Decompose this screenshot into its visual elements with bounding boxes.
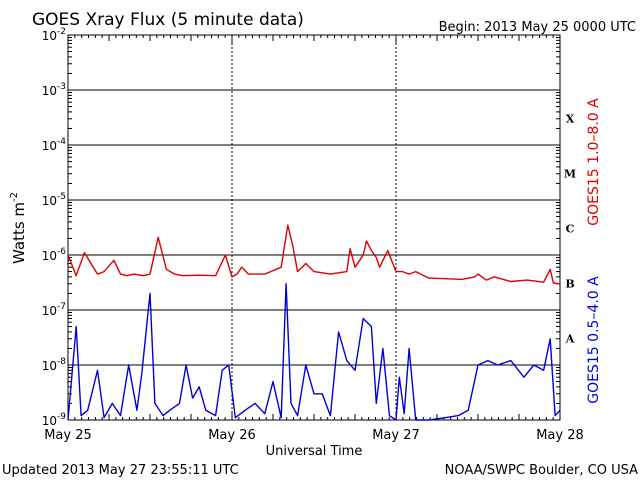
legend-series-blue: GOES15 0.5–4.0 A	[586, 276, 602, 404]
y-tick-label: 10-2	[42, 27, 66, 43]
y-tick-label: 10-9	[42, 412, 67, 428]
x-tick-label: May 25	[44, 428, 92, 443]
y-axis-label: Watts m-2	[9, 192, 28, 264]
x-tick-label: May 26	[208, 428, 256, 443]
y-tick-label: 10-5	[42, 192, 66, 208]
x-axis-label: Universal Time	[266, 444, 363, 459]
y-tick-labels: 10-2 10-3 10-4 10-5 10-6 10-7 10-8 10-9	[42, 27, 67, 428]
series-line-blue	[67, 283, 561, 421]
series-line-red	[67, 224, 561, 285]
y-tick-label: 10-3	[42, 82, 66, 98]
grid-lines	[68, 35, 560, 420]
flare-class-label: C	[566, 223, 575, 236]
chart-title: GOES Xray Flux (5 minute data)	[32, 10, 304, 30]
flare-class-label: M	[564, 168, 576, 181]
y-tick-label: 10-4	[42, 137, 67, 153]
flare-class-label: A	[565, 333, 575, 346]
credit-text: NOAA/SWPC Boulder, CO USA	[445, 463, 638, 478]
y-tick-label: 10-6	[42, 247, 67, 263]
flare-class-label: X	[566, 113, 575, 126]
y-tick-label: 10-7	[42, 302, 66, 318]
legend-series-red: GOES15 1.0–8.0 A	[586, 98, 602, 226]
flare-class-label: B	[565, 278, 574, 291]
updated-timestamp: Updated 2013 May 27 23:55:11 UTC	[2, 463, 239, 478]
begin-label: Begin: 2013 May 25 0000 UTC	[439, 20, 636, 35]
axis-ticks	[67, 35, 561, 420]
series-lines	[67, 224, 561, 421]
plot-frame	[67, 34, 561, 421]
flare-class-labels: X M C B A	[564, 113, 576, 346]
y-tick-label: 10-8	[42, 357, 67, 373]
x-tick-labels: May 25 May 26 May 27 May 28	[44, 428, 584, 443]
x-tick-label: May 28	[536, 428, 584, 443]
x-tick-label: May 27	[372, 428, 420, 443]
